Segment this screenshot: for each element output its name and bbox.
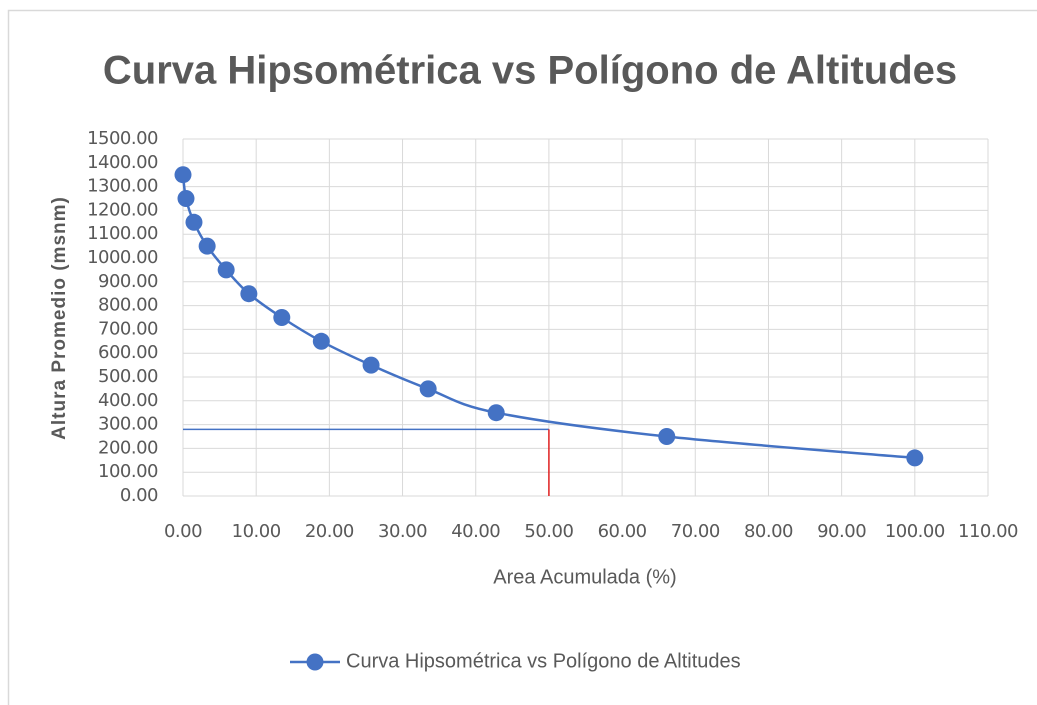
point [217, 261, 235, 279]
y-tick-label: 300.00 [98, 414, 158, 435]
legend-label: Curva Hipsométrica vs Polígono de Altitu… [346, 650, 741, 672]
chart-border [7, 9, 1037, 705]
x-tick-label: 70.00 [671, 521, 720, 542]
x-tick-label: 60.00 [598, 521, 647, 542]
y-axis-label: Altura Promedio (msnm) [49, 196, 70, 440]
y-tick-label: 0.00 [120, 485, 158, 506]
y-tick-label: 1100.00 [87, 223, 158, 244]
point [312, 332, 330, 350]
y-tick-label: 600.00 [98, 342, 158, 363]
x-tick-label: 10.00 [232, 521, 281, 542]
y-tick-label: 1400.00 [87, 152, 158, 173]
x-tick-label: 80.00 [744, 521, 793, 542]
y-tick-label: 900.00 [98, 271, 158, 292]
x-tick-label: 50.00 [524, 521, 573, 542]
chart-title: Curva Hipsométrica vs Polígono de Altitu… [103, 49, 957, 93]
point [419, 380, 437, 398]
y-tick-label: 400.00 [98, 390, 158, 411]
x-tick-label: 20.00 [305, 521, 354, 542]
y-tick-label: 500.00 [98, 366, 158, 387]
y-tick-label: 1200.00 [87, 199, 158, 220]
point [240, 285, 258, 303]
point [174, 166, 192, 184]
point [487, 404, 505, 422]
x-tick-label: 110.00 [958, 521, 1018, 542]
point [906, 449, 924, 467]
x-tick-label: 90.00 [817, 521, 866, 542]
x-tick-label: 30.00 [378, 521, 427, 542]
point [185, 213, 203, 231]
legend-marker [306, 653, 324, 671]
point [177, 190, 195, 207]
x-tick-label: 100.00 [885, 521, 945, 542]
y-tick-label: 200.00 [98, 437, 158, 458]
point [658, 428, 676, 445]
y-tick-label: 1300.00 [87, 176, 158, 197]
point [362, 356, 380, 374]
y-tick-label: 1000.00 [87, 247, 158, 268]
y-tick-label: 100.00 [98, 461, 158, 482]
x-tick-label: 40.00 [451, 521, 500, 542]
point [273, 309, 291, 326]
x-tick-label: 0.00 [164, 521, 202, 542]
x-axis-label: Area Acumulada (%) [493, 566, 676, 588]
y-tick-label: 700.00 [98, 318, 158, 339]
y-tick-label: 800.00 [98, 295, 158, 316]
point [198, 237, 216, 255]
y-tick-label: 1500.00 [87, 128, 158, 149]
